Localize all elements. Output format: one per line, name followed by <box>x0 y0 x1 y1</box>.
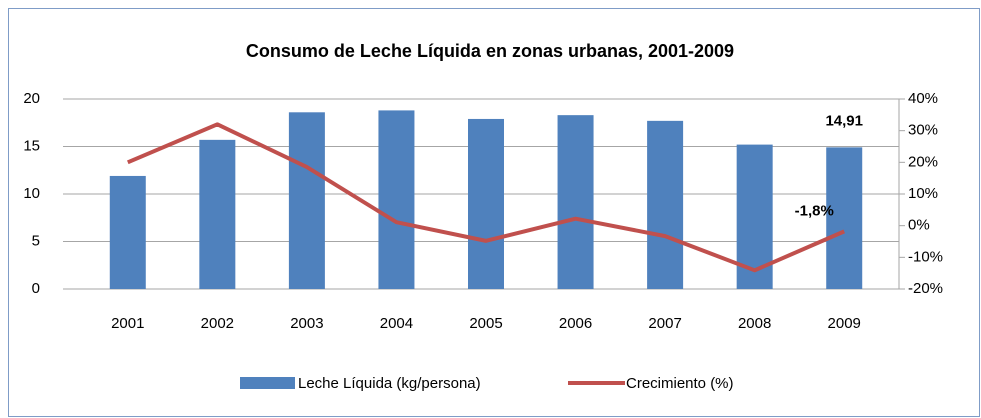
bar <box>826 147 863 289</box>
y-tick-label: 15 <box>23 137 40 154</box>
y2-tick-label: 10% <box>908 185 938 202</box>
x-tick-label: 2005 <box>469 315 502 332</box>
chart-title: Consumo de Leche Líquida en zonas urbana… <box>246 41 734 61</box>
x-tick-label: 2001 <box>111 315 144 332</box>
x-tick-label: 2007 <box>648 315 681 332</box>
x-tick-label: 2003 <box>290 315 323 332</box>
y-tick-label: 10 <box>23 185 40 202</box>
y-tick-label: 0 <box>32 280 40 297</box>
x-tick-label: 2009 <box>828 315 861 332</box>
y-tick-label: 5 <box>32 232 40 249</box>
bar <box>199 139 236 289</box>
y2-tick-label: 30% <box>908 122 938 139</box>
legend-label: Leche Líquida (kg/persona) <box>298 375 481 392</box>
legend-label: Crecimiento (%) <box>626 375 734 392</box>
bar <box>557 115 594 290</box>
legend-swatch <box>240 377 295 389</box>
y2-tick-label: -10% <box>908 248 943 265</box>
y2-tick-label: 40% <box>908 90 938 107</box>
data-label: -1,8% <box>795 202 834 219</box>
line <box>126 122 846 273</box>
y2-tick-label: 20% <box>908 153 938 170</box>
x-tick-label: 2004 <box>380 315 413 332</box>
y-tick-label: 20 <box>23 90 40 107</box>
x-tick-label: 2002 <box>201 315 234 332</box>
bar <box>647 120 684 289</box>
y2-tick-label: 0% <box>908 217 930 234</box>
bar <box>378 110 415 290</box>
bar <box>468 118 504 289</box>
x-tick-label: 2006 <box>559 315 592 332</box>
x-tick-label: 2008 <box>738 315 771 332</box>
y2-tick-label: -20% <box>908 280 943 297</box>
data-label: 14,91 <box>825 112 863 129</box>
bar <box>288 112 325 289</box>
bar <box>109 175 146 289</box>
